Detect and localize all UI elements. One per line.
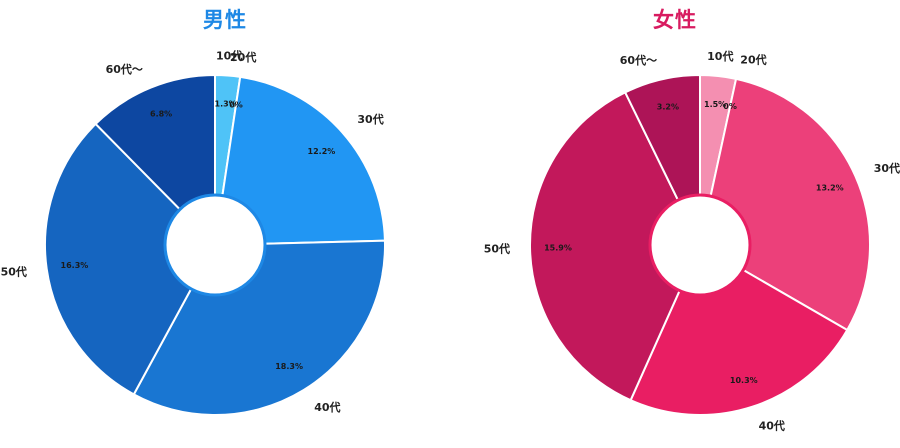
male-slice-age-60	[94, 73, 216, 248]
male-value-label-age-10: 1.3%	[215, 99, 237, 108]
female-value-label-age-50: 15.9%	[544, 244, 572, 253]
female-slice-age-50	[529, 91, 702, 402]
male-donut-hole	[163, 193, 267, 297]
male-donut-chart: 10代 1.3% 20代 0% 30代 12.2% 40代 18.3% 50代 16.3% 60代〜…	[1, 49, 386, 416]
male-labels: 10代 1.3% 20代 0% 30代 12.2% 40代 18.3% 50代 16.3% 60代〜…	[1, 49, 384, 415]
male-value-label-age-30: 12.2%	[308, 147, 336, 156]
female-category-label-age-30: 30代	[874, 161, 900, 175]
male-category-label-age-20: 20代	[230, 50, 256, 64]
female-category-label-age-50: 50代	[484, 241, 510, 255]
female-category-label-age-60: 60代〜	[620, 53, 657, 67]
female-value-label-age-40: 10.3%	[730, 376, 758, 385]
female-value-label-age-20: 0%	[723, 102, 737, 111]
female-category-label-age-10: 10代	[707, 49, 733, 63]
male-slice-age-50	[44, 122, 217, 396]
female-donut-hole	[648, 193, 752, 297]
female-value-label-age-10: 1.5%	[704, 100, 726, 109]
male-value-label-age-60: 6.8%	[150, 110, 172, 119]
female-value-label-age-30: 13.2%	[816, 184, 844, 193]
female-category-label-age-40: 40代	[759, 419, 785, 433]
female-value-label-age-60: 3.2%	[657, 103, 679, 112]
female-chart: 女性 10代 1.5% 20代 0% 30代 13.2% 40代 10.3% 50代 15.9% 6…	[450, 0, 900, 448]
male-category-label-age-40: 40代	[314, 400, 340, 414]
male-slice-age-30	[213, 75, 386, 247]
male-value-label-age-20: 0%	[229, 101, 243, 110]
chart-title-male: 男性	[203, 8, 247, 32]
male-value-label-age-50: 16.3%	[61, 261, 89, 270]
male-category-label-age-10: 10代	[216, 49, 242, 63]
male-chart: 男性 10代 1.3% 20代 0% 30代 12.2% 40代 18.3% 50代 16.3% 6…	[1, 8, 386, 416]
male-category-label-age-60: 60代〜	[106, 62, 143, 76]
male-value-label-age-40: 18.3%	[275, 362, 303, 371]
male-category-label-age-30: 30代	[357, 112, 383, 126]
male-category-label-age-50: 50代	[1, 265, 27, 279]
female-labels: 10代 1.5% 20代 0% 30代 13.2% 40代 10.3% 50代 15.9% 60代〜…	[484, 49, 900, 433]
chart-title-female: 女性	[653, 8, 697, 32]
male-slices	[44, 73, 386, 416]
female-donut-chart: 10代 1.5% 20代 0% 30代 13.2% 40代 10.3% 50代 15.9% 60代〜…	[484, 49, 900, 433]
female-category-label-age-20: 20代	[740, 52, 766, 66]
